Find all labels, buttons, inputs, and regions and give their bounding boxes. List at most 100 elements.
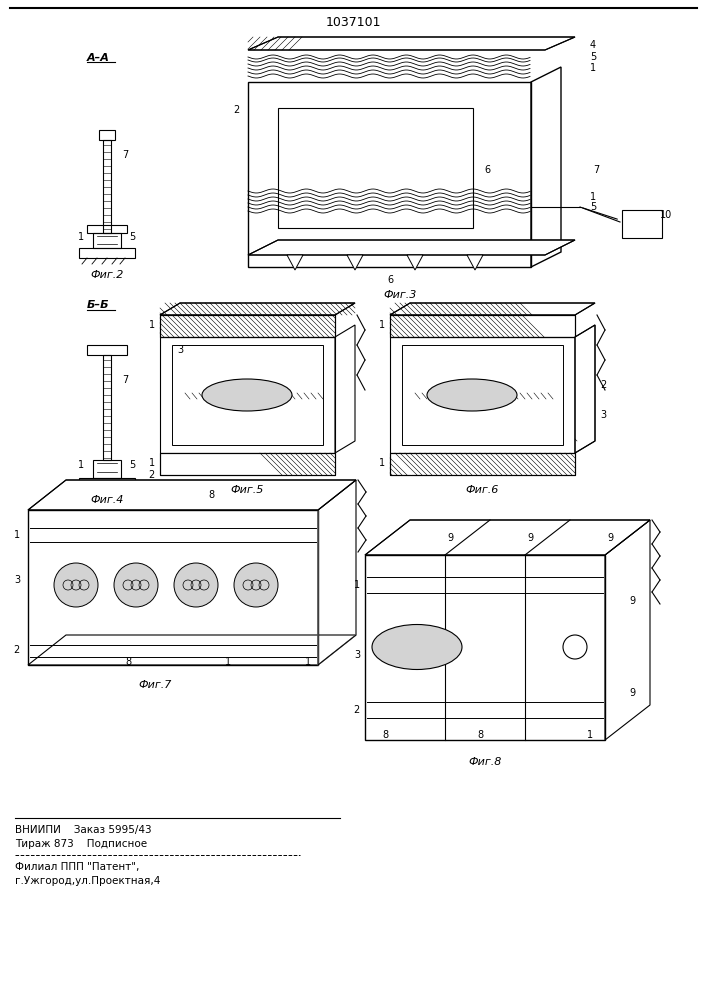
Text: 4: 4 [590,40,596,50]
Ellipse shape [372,624,462,670]
Text: Филиал ППП "Патент",: Филиал ППП "Патент", [15,862,139,872]
Bar [390,337,575,453]
Bar [622,210,662,238]
Text: 6: 6 [484,165,490,175]
Text: 1: 1 [78,232,84,242]
Text: 3: 3 [600,410,606,420]
Circle shape [234,563,278,607]
Text: 8: 8 [208,490,214,500]
Bar [390,315,575,337]
Polygon shape [248,240,575,255]
Bar [160,315,335,337]
Circle shape [174,563,218,607]
Bar [87,345,127,355]
Text: Фиг.3: Фиг.3 [383,290,416,300]
Ellipse shape [427,379,517,411]
Bar [390,453,575,475]
Text: г.Ужгород,ул.Проектная,4: г.Ужгород,ул.Проектная,4 [15,876,160,886]
Text: 2: 2 [600,380,606,390]
Bar [103,140,111,233]
Bar [93,233,121,248]
Bar [160,315,335,337]
Text: 8: 8 [125,657,131,667]
Bar [79,248,135,258]
Bar [87,225,127,233]
Text: 5: 5 [129,232,135,242]
Bar [402,345,563,445]
Text: 10: 10 [660,210,672,220]
Text: 9: 9 [629,596,635,606]
Text: 1: 1 [305,657,311,667]
Bar [390,453,575,475]
Text: 5: 5 [590,202,596,212]
Bar [160,337,335,453]
Text: 2: 2 [13,645,20,655]
Text: 8: 8 [382,730,388,740]
Polygon shape [390,303,595,315]
Text: 7: 7 [122,150,128,160]
Polygon shape [160,303,355,315]
Text: 2: 2 [354,705,360,715]
Text: 3: 3 [177,345,183,355]
Text: 3: 3 [354,650,360,660]
Bar [99,130,115,140]
Text: 5: 5 [590,52,596,62]
Ellipse shape [202,379,292,411]
Text: 7: 7 [122,375,128,385]
Text: 9: 9 [607,533,613,543]
Bar [278,108,473,228]
Polygon shape [575,325,595,453]
Text: Тираж 873    Подписное: Тираж 873 Подписное [15,839,147,849]
Circle shape [114,563,158,607]
Bar [365,555,605,740]
Text: 2: 2 [148,470,155,480]
Text: 1: 1 [590,63,596,73]
Text: 7: 7 [593,165,600,175]
Text: 1: 1 [590,192,596,202]
Text: Фиг.4: Фиг.4 [90,495,124,505]
Text: 1: 1 [225,657,231,667]
Bar [103,355,111,460]
Polygon shape [248,37,575,50]
Text: 1: 1 [149,458,155,468]
Bar [79,478,135,488]
Text: 5: 5 [129,460,135,470]
Bar [390,315,575,337]
Bar [93,460,121,478]
Text: 1: 1 [354,580,360,590]
Bar [160,453,335,475]
Text: 1: 1 [78,460,84,470]
Text: Фиг.8: Фиг.8 [468,757,502,767]
Text: 9: 9 [447,533,453,543]
Text: 9: 9 [527,533,533,543]
Text: Фиг.7: Фиг.7 [139,680,172,690]
Polygon shape [347,255,363,270]
Text: Фиг.5: Фиг.5 [230,485,264,495]
Text: 2: 2 [234,105,240,115]
Polygon shape [28,480,356,510]
Text: ВНИИПИ    Заказ 5995/43: ВНИИПИ Заказ 5995/43 [15,825,151,835]
Text: 6: 6 [387,275,393,285]
Text: 1037101: 1037101 [325,15,381,28]
Text: 8: 8 [477,730,483,740]
Text: 1: 1 [379,320,385,330]
Polygon shape [365,520,650,555]
Text: Фиг.6: Фиг.6 [465,485,498,495]
Text: Фиг.2: Фиг.2 [90,270,124,280]
Text: Б–Б: Б–Б [87,300,110,310]
Polygon shape [467,255,483,270]
Bar [28,510,318,665]
Text: 9: 9 [629,688,635,698]
Text: 3: 3 [14,575,20,585]
Bar [160,453,335,475]
Bar [248,82,531,267]
Polygon shape [287,255,303,270]
Text: 1: 1 [149,320,155,330]
Text: 1: 1 [379,458,385,468]
Text: 1: 1 [587,730,593,740]
Circle shape [54,563,98,607]
Polygon shape [407,255,423,270]
Bar [172,345,323,445]
Text: 1: 1 [14,530,20,540]
Text: А–А: А–А [87,53,110,63]
